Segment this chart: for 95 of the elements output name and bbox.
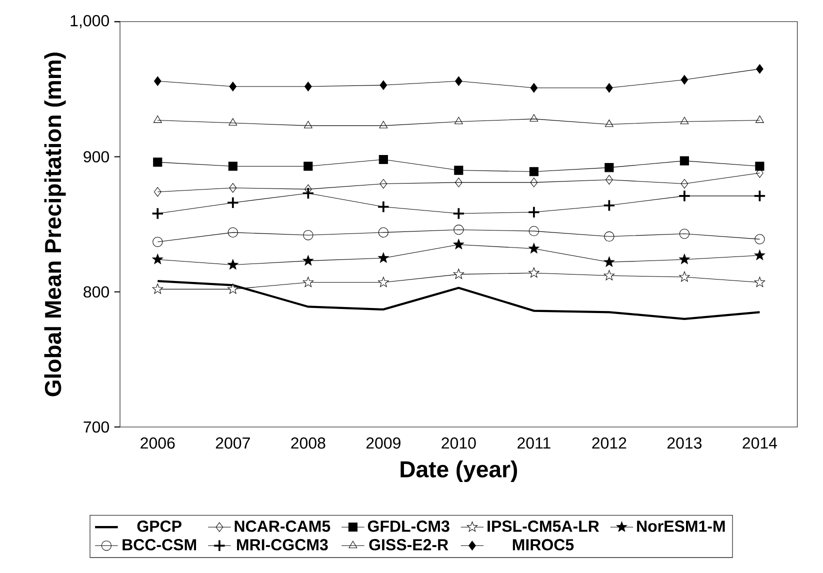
y-tick-label: 1,000 bbox=[70, 15, 109, 28]
point bbox=[304, 162, 313, 171]
point bbox=[754, 250, 766, 260]
point bbox=[756, 115, 764, 123]
point bbox=[528, 243, 540, 254]
point bbox=[380, 80, 388, 90]
point bbox=[756, 64, 764, 74]
point bbox=[153, 158, 162, 167]
point bbox=[304, 120, 312, 128]
point bbox=[754, 276, 766, 288]
point bbox=[153, 115, 162, 123]
point bbox=[226, 196, 240, 209]
x-tick-label: 2011 bbox=[518, 437, 550, 449]
point bbox=[455, 178, 462, 188]
point bbox=[678, 190, 691, 202]
point bbox=[378, 227, 388, 238]
point bbox=[604, 256, 615, 267]
point bbox=[379, 120, 388, 128]
point bbox=[606, 83, 613, 93]
point bbox=[679, 271, 690, 282]
legend-label: NorESM1-M bbox=[637, 520, 725, 532]
point bbox=[604, 120, 614, 127]
point bbox=[228, 118, 238, 126]
point bbox=[302, 186, 314, 200]
x-tick-label: 2009 bbox=[366, 437, 400, 449]
point bbox=[455, 76, 462, 86]
point bbox=[378, 276, 389, 288]
y-axis-title: Global Mean Precipitation (mm) bbox=[44, 52, 66, 396]
point bbox=[378, 154, 388, 164]
legend-label: GFDL-CM3 bbox=[368, 520, 450, 532]
point bbox=[453, 238, 464, 250]
x-tick-label: 2013 bbox=[667, 437, 702, 449]
legend-label: IPSL-CM5A-LR bbox=[488, 520, 600, 532]
point bbox=[228, 259, 238, 270]
point bbox=[528, 267, 540, 278]
point bbox=[378, 252, 389, 263]
legend-label: GPCP bbox=[137, 520, 182, 532]
x-tick-label: 2010 bbox=[442, 437, 476, 449]
point bbox=[528, 226, 539, 236]
y-tick-label: 900 bbox=[84, 151, 109, 162]
y-tick-label: 700 bbox=[84, 421, 109, 433]
point bbox=[228, 227, 238, 238]
point bbox=[303, 230, 314, 240]
x-tick-label: 2007 bbox=[216, 437, 250, 449]
legend-label: MIROC5 bbox=[512, 539, 574, 550]
point bbox=[454, 166, 464, 175]
point bbox=[680, 178, 688, 189]
point bbox=[454, 116, 463, 124]
point bbox=[680, 116, 689, 124]
point bbox=[528, 206, 540, 218]
point bbox=[302, 276, 314, 288]
point bbox=[380, 178, 388, 189]
point bbox=[452, 207, 465, 220]
point bbox=[529, 167, 538, 176]
x-tick-label: 2006 bbox=[140, 437, 175, 449]
point bbox=[154, 76, 162, 86]
point bbox=[302, 255, 314, 266]
y-tick-label: 800 bbox=[84, 286, 109, 298]
point bbox=[304, 82, 312, 92]
point bbox=[454, 224, 464, 235]
point bbox=[604, 231, 614, 242]
point bbox=[304, 184, 312, 194]
point bbox=[377, 200, 390, 214]
point bbox=[154, 187, 162, 197]
legend-label: GISS-E2-R bbox=[369, 539, 448, 550]
point bbox=[679, 254, 690, 264]
point bbox=[152, 284, 163, 294]
point bbox=[679, 228, 690, 239]
legend-label: BCC-CSM bbox=[122, 539, 196, 550]
point bbox=[530, 114, 538, 122]
point bbox=[229, 183, 237, 193]
point bbox=[604, 270, 615, 280]
point bbox=[228, 284, 238, 294]
point bbox=[152, 236, 163, 247]
legend-label: MRI-CGCM3 bbox=[237, 539, 328, 550]
point bbox=[753, 190, 766, 202]
point bbox=[604, 163, 614, 172]
point bbox=[530, 178, 538, 188]
point bbox=[152, 254, 163, 264]
point bbox=[151, 207, 164, 220]
x-tick-label: 2008 bbox=[291, 437, 326, 449]
point bbox=[755, 162, 764, 171]
point bbox=[229, 82, 237, 92]
point bbox=[530, 83, 538, 93]
x-tick-label: 2014 bbox=[742, 437, 778, 449]
point bbox=[606, 174, 613, 185]
point bbox=[680, 74, 688, 85]
point bbox=[680, 156, 689, 166]
x-axis-title: Date (year) bbox=[400, 460, 518, 482]
point bbox=[228, 162, 238, 171]
point bbox=[453, 268, 464, 279]
legend-label: NCAR-CAM5 bbox=[234, 520, 330, 532]
point bbox=[602, 199, 616, 212]
point bbox=[754, 234, 765, 244]
x-tick-label: 2012 bbox=[592, 437, 626, 449]
